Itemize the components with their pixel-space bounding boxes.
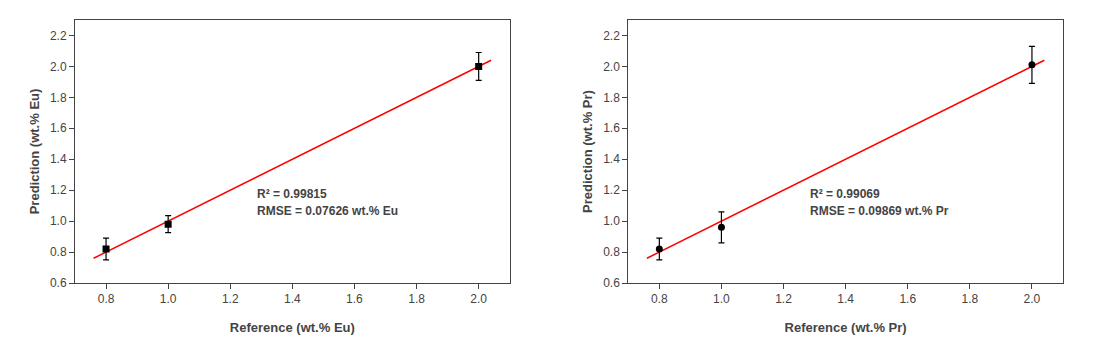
svg-text:0.8: 0.8 <box>651 292 668 306</box>
svg-text:Prediction (wt.% Eu): Prediction (wt.% Eu) <box>27 89 42 215</box>
svg-text:1.4: 1.4 <box>284 292 301 306</box>
svg-text:2.0: 2.0 <box>470 292 487 306</box>
svg-text:1.2: 1.2 <box>50 183 67 197</box>
svg-text:RMSE = 0.07626 wt.% Eu: RMSE = 0.07626 wt.% Eu <box>257 204 398 218</box>
svg-text:Reference (wt.% Pr): Reference (wt.% Pr) <box>785 320 907 335</box>
svg-text:1.2: 1.2 <box>775 292 792 306</box>
svg-text:0.6: 0.6 <box>603 276 620 290</box>
svg-text:1.4: 1.4 <box>603 152 620 166</box>
svg-text:1.2: 1.2 <box>222 292 239 306</box>
svg-text:1.0: 1.0 <box>50 214 67 228</box>
svg-text:1.6: 1.6 <box>346 292 363 306</box>
svg-text:1.8: 1.8 <box>408 292 425 306</box>
svg-text:0.8: 0.8 <box>603 245 620 259</box>
svg-text:1.8: 1.8 <box>603 91 620 105</box>
svg-text:1.0: 1.0 <box>160 292 177 306</box>
svg-text:0.8: 0.8 <box>50 245 67 259</box>
svg-text:1.4: 1.4 <box>837 292 854 306</box>
svg-text:1.2: 1.2 <box>603 183 620 197</box>
svg-text:1.6: 1.6 <box>50 121 67 135</box>
svg-text:R² = 0.99069: R² = 0.99069 <box>810 187 880 201</box>
svg-text:1.6: 1.6 <box>603 121 620 135</box>
svg-text:2.0: 2.0 <box>1024 292 1041 306</box>
svg-text:1.8: 1.8 <box>962 292 979 306</box>
svg-text:2.0: 2.0 <box>603 60 620 74</box>
svg-text:1.0: 1.0 <box>603 214 620 228</box>
svg-text:0.6: 0.6 <box>50 276 67 290</box>
svg-text:2.2: 2.2 <box>603 29 620 43</box>
svg-text:0.8: 0.8 <box>98 292 115 306</box>
svg-text:2.0: 2.0 <box>50 60 67 74</box>
svg-text:RMSE = 0.09869 wt.% Pr: RMSE = 0.09869 wt.% Pr <box>810 204 949 218</box>
svg-text:R² = 0.99815: R² = 0.99815 <box>257 187 327 201</box>
svg-text:1.4: 1.4 <box>50 152 67 166</box>
svg-text:Prediction (wt.% Pr): Prediction (wt.% Pr) <box>580 90 595 213</box>
svg-text:1.6: 1.6 <box>899 292 916 306</box>
svg-text:2.2: 2.2 <box>50 29 67 43</box>
svg-text:Reference (wt.% Eu): Reference (wt.% Eu) <box>230 320 355 335</box>
svg-text:1.8: 1.8 <box>50 91 67 105</box>
svg-text:1.0: 1.0 <box>713 292 730 306</box>
